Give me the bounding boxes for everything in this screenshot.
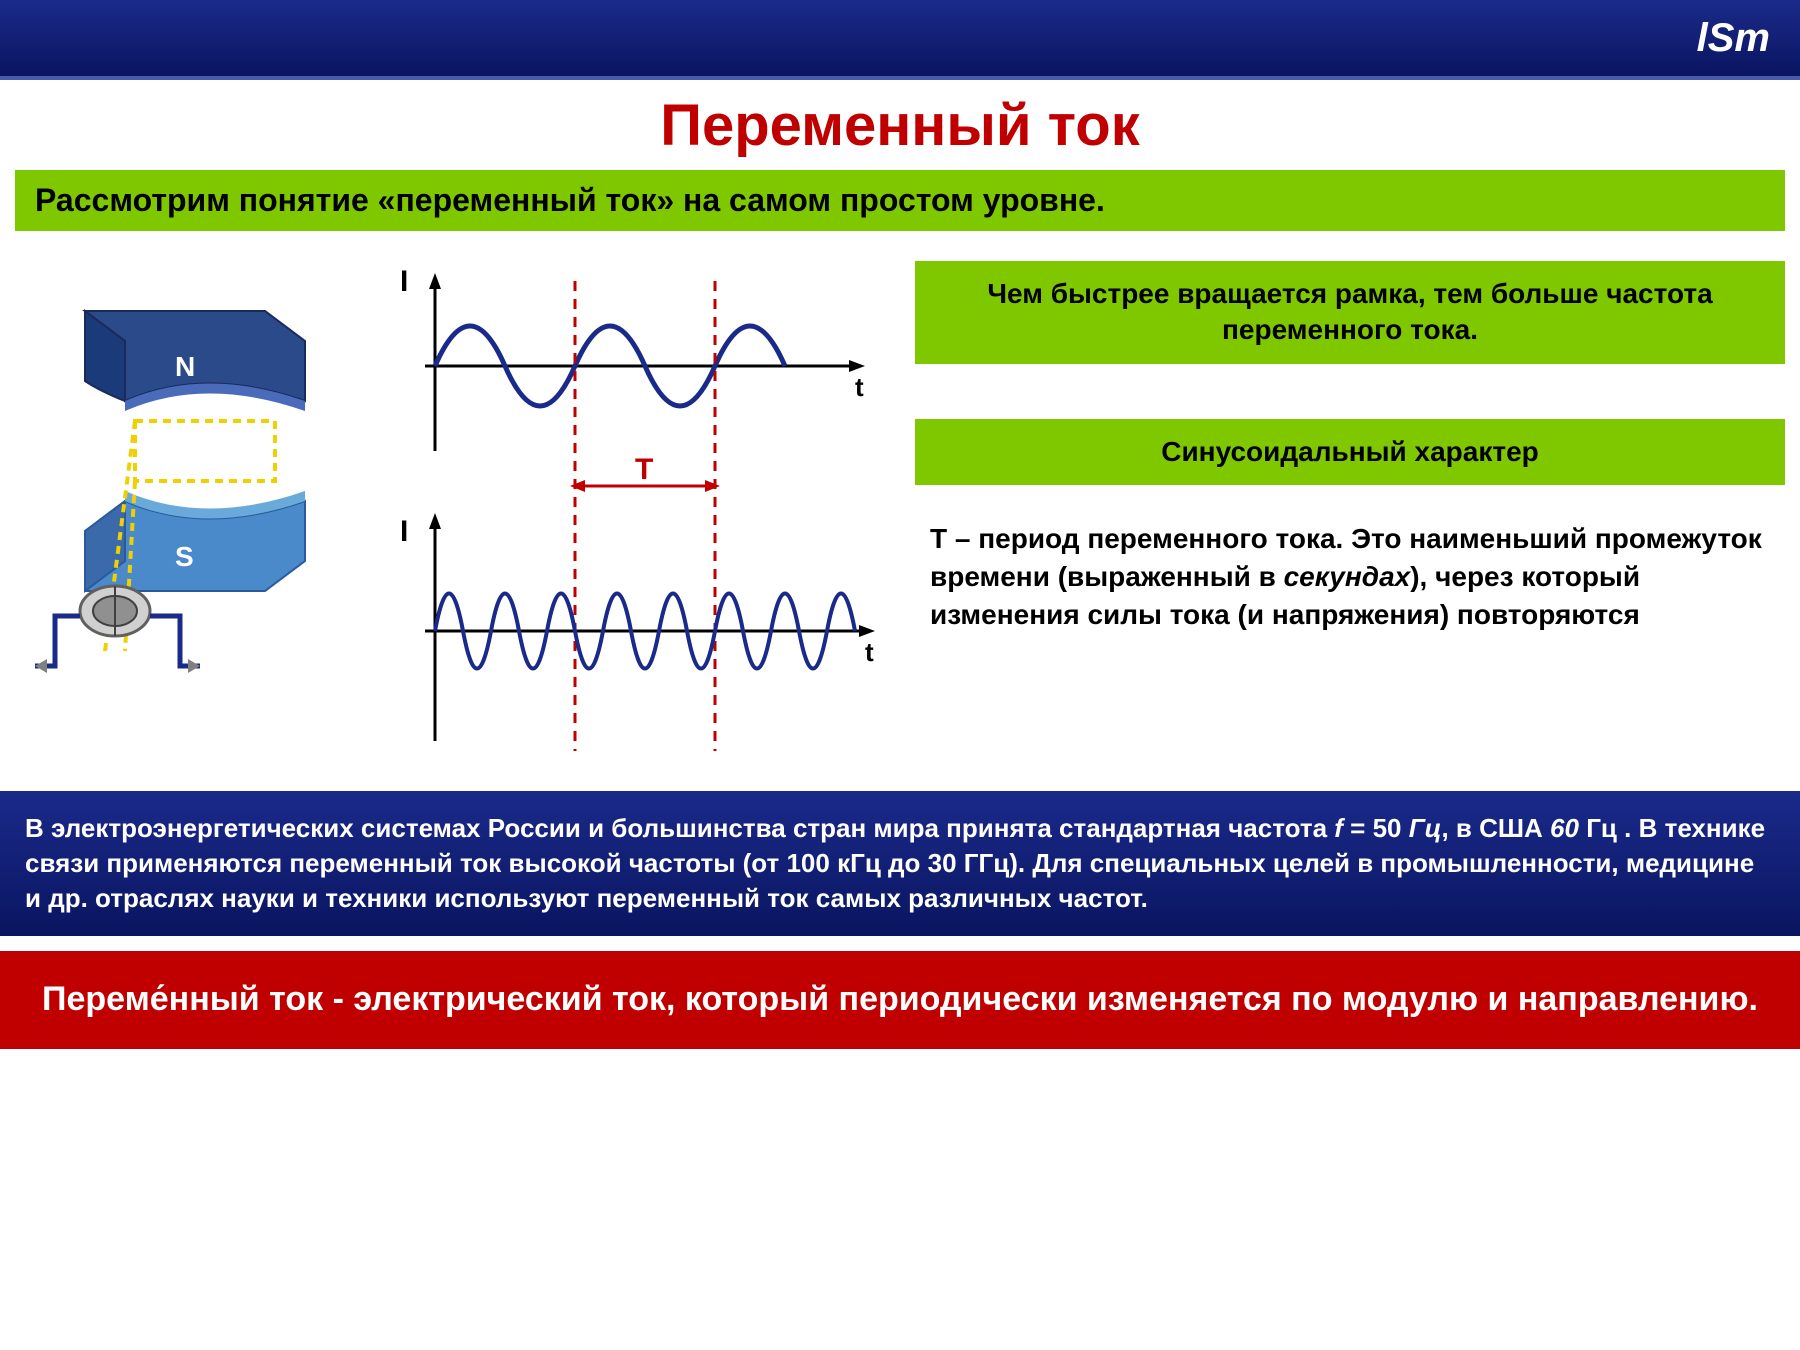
freq-standards-text: В электроэнергетических системах России … xyxy=(0,791,1800,936)
chart-fast: I t xyxy=(400,513,875,741)
logo: lSm xyxy=(1697,16,1770,61)
chart1-ylabel: I xyxy=(400,265,408,298)
pole-n-label: N xyxy=(175,351,195,382)
definition-bar: Переме́нный ток - электрический ток, кот… xyxy=(0,951,1800,1049)
charts-area: I t T I xyxy=(375,261,895,771)
chart2-ylabel: I xyxy=(400,515,408,548)
chart1-xlabel: t xyxy=(855,372,864,402)
header-bar: lSm xyxy=(0,0,1800,80)
page-title: Переменный ток xyxy=(660,92,1140,159)
freq-box: Чем быстрее вращается рамка, тем больше … xyxy=(915,261,1785,364)
period-definition: T – период переменного тока. Это наимень… xyxy=(915,510,1785,633)
title-section: Переменный ток xyxy=(0,80,1800,170)
generator-svg: N S xyxy=(25,271,345,691)
generator-diagram: N S xyxy=(15,261,355,701)
chart-slow: I t xyxy=(400,265,865,451)
pole-s-label: S xyxy=(175,541,194,572)
period-marker: T xyxy=(570,281,720,751)
commutator xyxy=(80,586,150,636)
period-label: T xyxy=(635,453,653,486)
chart2-xlabel: t xyxy=(865,637,874,667)
right-column: Чем быстрее вращается рамка, тем больше … xyxy=(915,261,1785,771)
sine-charts-svg: I t T I xyxy=(375,261,895,771)
magnet-bottom: S xyxy=(85,491,305,591)
magnet-top: N xyxy=(85,311,305,411)
subtitle-bar: Рассмотрим понятие «переменный ток» на с… xyxy=(15,170,1785,231)
sinus-box: Синусоидальный характер xyxy=(915,419,1785,485)
main-content: N S xyxy=(0,231,1800,791)
